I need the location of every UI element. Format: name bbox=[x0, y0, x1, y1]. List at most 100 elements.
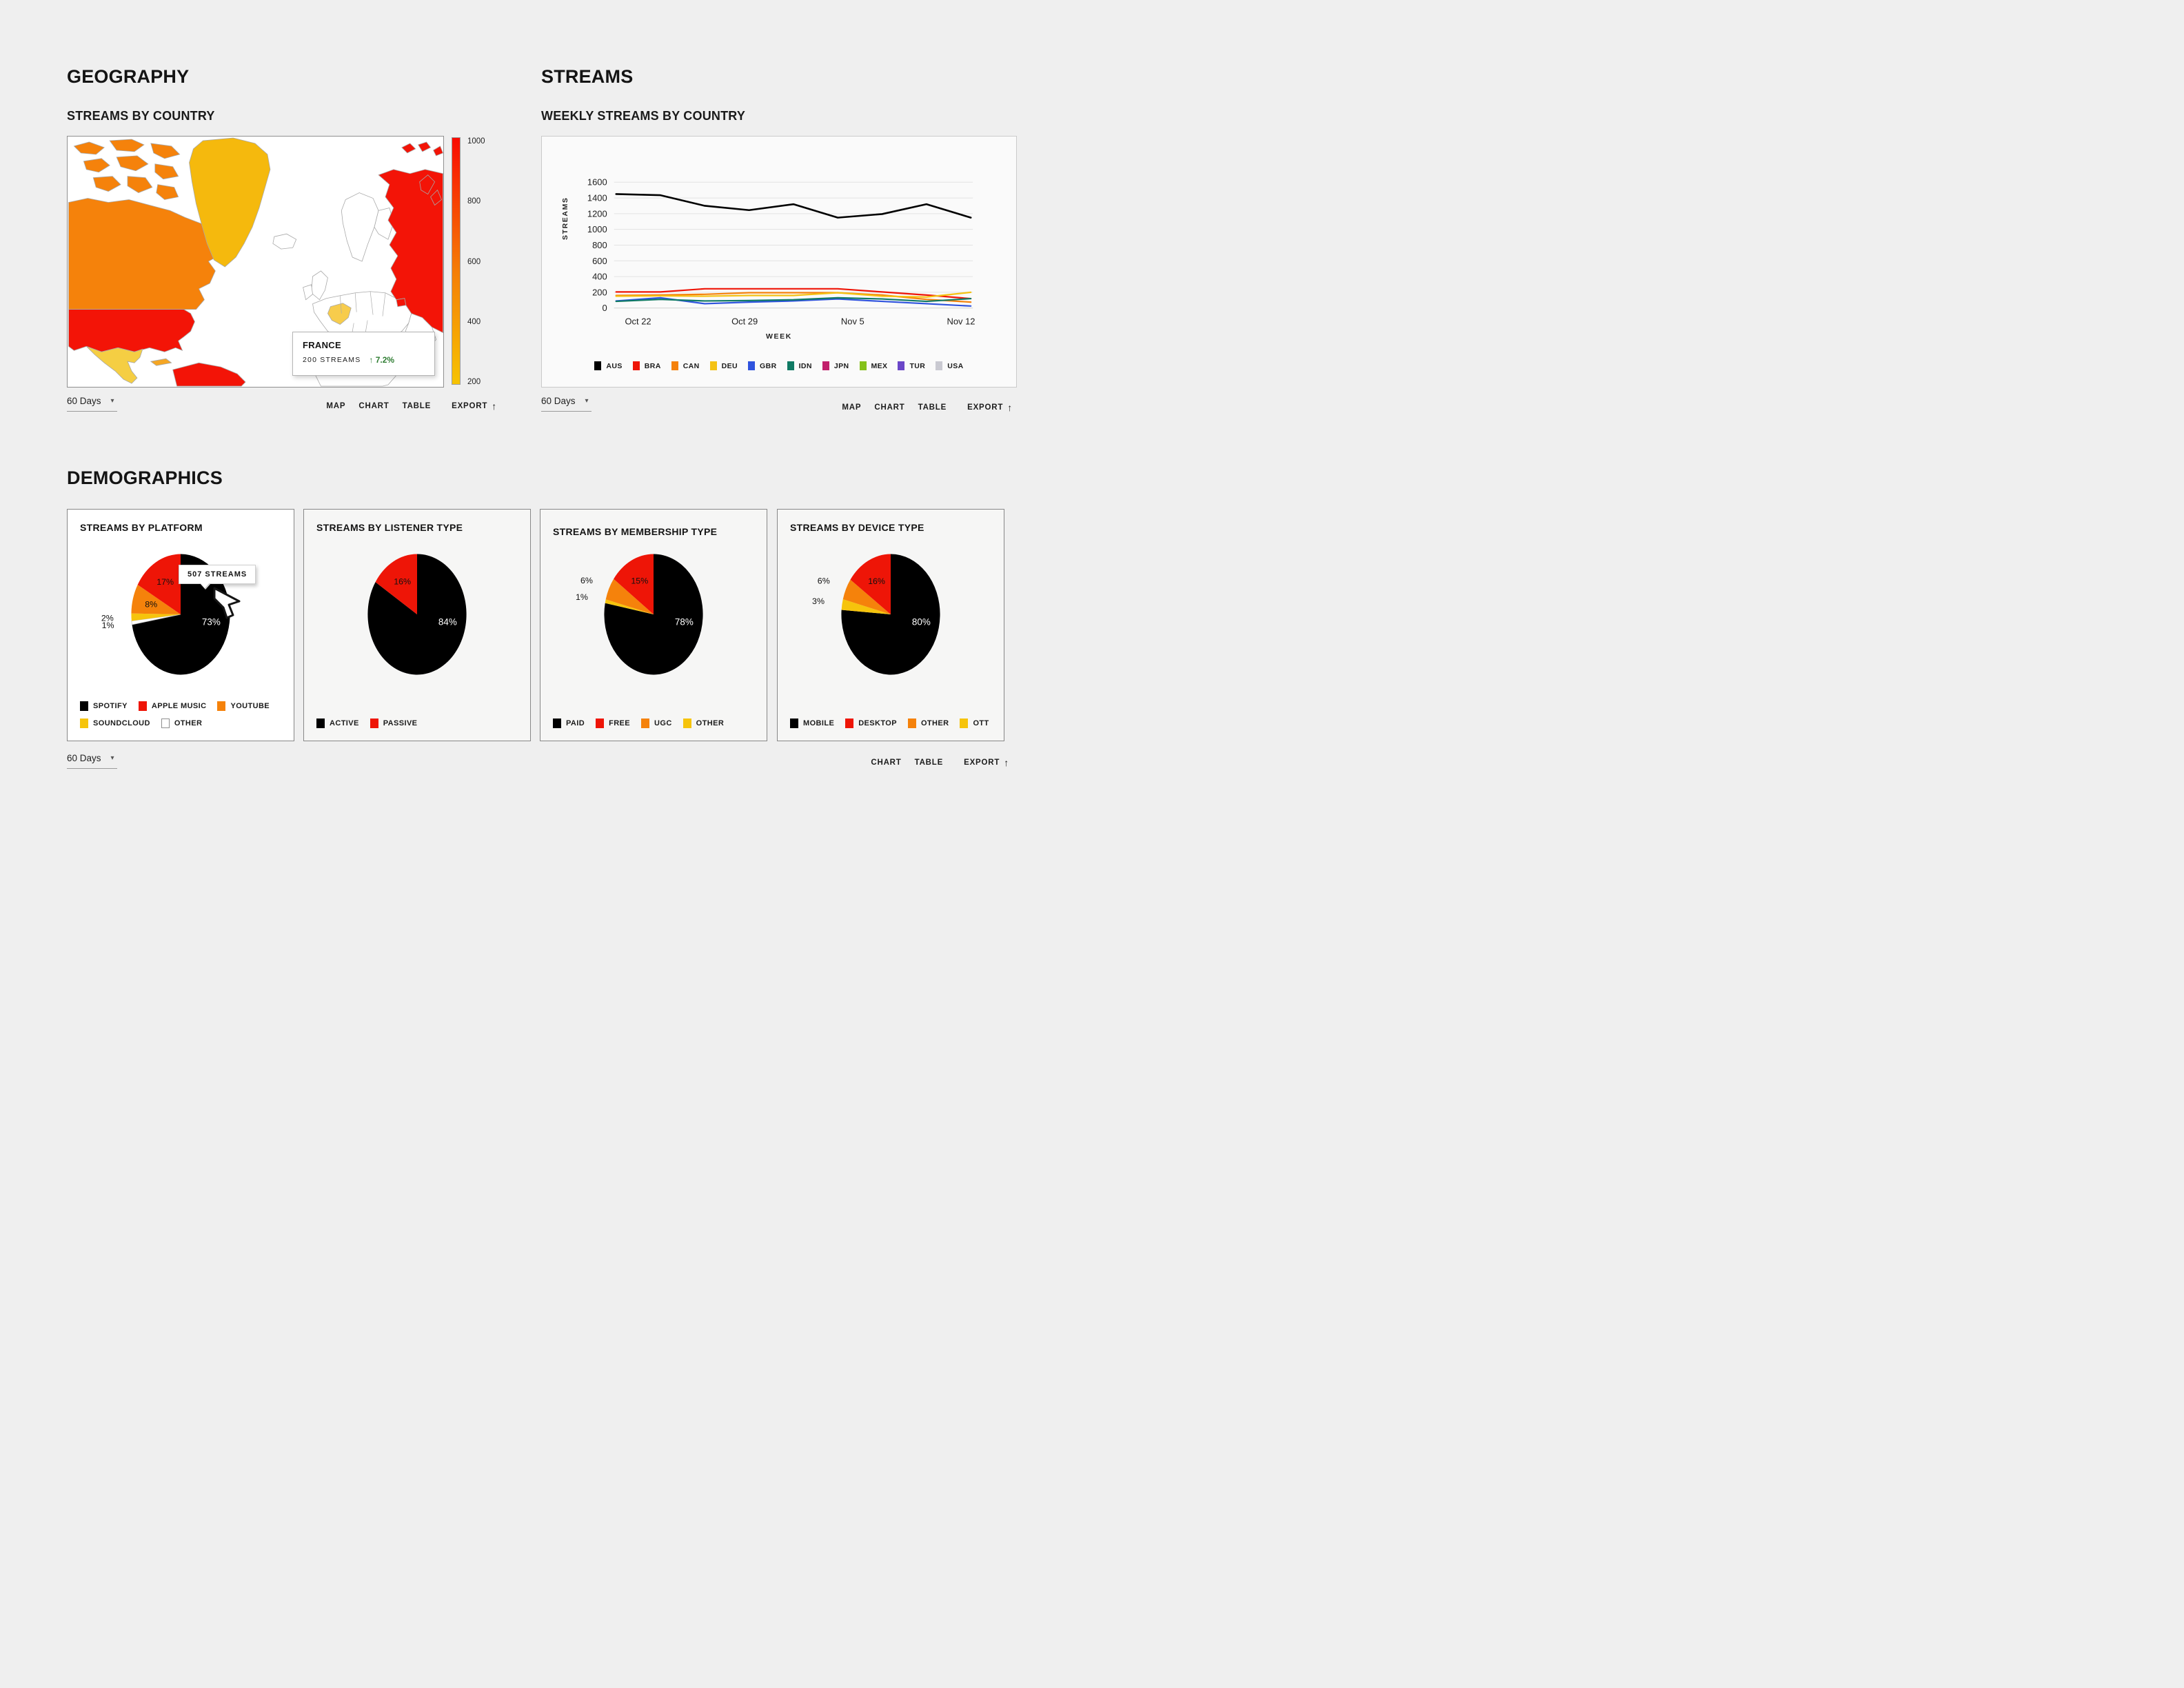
geography-table-button[interactable]: TABLE bbox=[401, 401, 433, 412]
legend-label: SPOTIFY bbox=[93, 702, 128, 710]
pie-label-other: 1% bbox=[102, 621, 114, 630]
chevron-down-icon: ▾ bbox=[585, 396, 589, 405]
legend-label: BRA bbox=[644, 361, 661, 370]
geography-export-button[interactable]: EXPORT ↑ bbox=[447, 400, 501, 412]
legend-label: YOUTUBE bbox=[230, 702, 270, 710]
pie-label-other: 1% bbox=[576, 592, 588, 602]
pie-slice-youtube[interactable] bbox=[131, 585, 181, 614]
streams-view-buttons: MAP CHART TABLE bbox=[840, 402, 949, 413]
pie-legend-item-desktop: DESKTOP bbox=[845, 719, 897, 728]
legend-label: PAID bbox=[566, 719, 585, 727]
pie-slice-other[interactable] bbox=[605, 599, 654, 614]
map-country-usa[interactable] bbox=[68, 309, 195, 352]
map-country-south-america[interactable] bbox=[172, 362, 246, 387]
map-country-svalbard[interactable] bbox=[401, 141, 444, 157]
pie-card-membership-type: STREAMS BY MEMBERSHIP TYPE 78% 1% 6% 15% PA… bbox=[540, 509, 767, 741]
streams-period-value: 60 Days bbox=[541, 396, 576, 406]
pie-label-youtube: 8% bbox=[145, 600, 157, 610]
pie-tooltip: 507 STREAMS bbox=[179, 565, 256, 590]
line-series-idn bbox=[615, 297, 972, 303]
pie-label-spotify: 73% bbox=[202, 616, 221, 627]
streams-period-dropdown[interactable]: 60 Days ▾ bbox=[541, 394, 592, 412]
demographics-table-button[interactable]: TABLE bbox=[913, 757, 945, 768]
streams-section-title: STREAMS bbox=[541, 66, 634, 87]
pie-slice-paid[interactable] bbox=[604, 554, 703, 675]
pie-legend-item-apple-music: APPLE MUSIC bbox=[138, 701, 207, 711]
pie-slice-ott[interactable] bbox=[841, 599, 891, 614]
legend-label: MEX bbox=[871, 361, 888, 370]
pie-slice-soundcloud[interactable] bbox=[131, 613, 181, 621]
legend-label: MOBILE bbox=[803, 719, 835, 727]
pie-slice-apple-music[interactable] bbox=[137, 554, 181, 614]
legend-swatch bbox=[907, 719, 916, 728]
tooltip-country-name: FRANCE bbox=[303, 340, 341, 350]
scale-tick-800: 800 bbox=[467, 197, 481, 205]
legend-swatch bbox=[671, 361, 678, 370]
pie-legend-item-youtube: YOUTUBE bbox=[217, 701, 270, 711]
line-series-aus bbox=[615, 193, 972, 219]
map-country-novaya-zemlya[interactable] bbox=[419, 174, 443, 206]
export-arrow-icon: ↑ bbox=[1004, 757, 1009, 768]
y-tick-400: 400 bbox=[592, 272, 607, 282]
y-tick-1400: 1400 bbox=[587, 193, 607, 203]
demographics-view-controls: CHART TABLE EXPORT ↑ bbox=[869, 756, 1013, 769]
weekly-streams-subtitle: WEEKLY STREAMS BY COUNTRY bbox=[541, 109, 746, 123]
map-country-uk bbox=[311, 270, 328, 301]
legend-swatch bbox=[709, 361, 717, 370]
pie-slice-passive[interactable] bbox=[375, 554, 417, 614]
pie-svg-2[interactable]: 78% 1% 6% 15% bbox=[540, 510, 767, 716]
line-legend-item-tur: TUR bbox=[898, 361, 925, 370]
scale-tick-400: 400 bbox=[467, 318, 481, 326]
pie-slice-mobile[interactable] bbox=[841, 554, 940, 675]
streams-chart-button[interactable]: CHART bbox=[872, 402, 907, 413]
weekly-line-chart-svg[interactable]: 0 200 400 600 800 1000 1200 1400 1600 Oct 22 Oct 2… bbox=[542, 137, 1016, 350]
pie-slice-active[interactable] bbox=[367, 554, 467, 675]
pie-slice-ugc[interactable] bbox=[605, 579, 654, 614]
pie-svg-3[interactable]: 80% 3% 6% 16% bbox=[778, 510, 1004, 716]
legend-label: DEU bbox=[721, 361, 738, 370]
geography-period-dropdown[interactable]: 60 Days ▾ bbox=[67, 394, 117, 412]
pie-label-free: 15% bbox=[631, 576, 648, 586]
map-tooltip-france: FRANCE 200 STREAMS ↑ 7.2% bbox=[292, 332, 435, 376]
demographics-period-dropdown[interactable]: 60 Days ▾ bbox=[67, 752, 117, 769]
scale-tick-600: 600 bbox=[467, 258, 481, 266]
pie-legend-item-ugc: UGC bbox=[641, 719, 672, 728]
pie-slice-free[interactable] bbox=[614, 554, 654, 614]
map-country-belarus[interactable] bbox=[396, 298, 407, 308]
map-country-cuba[interactable] bbox=[150, 358, 172, 366]
demographics-export-button[interactable]: EXPORT ↑ bbox=[960, 756, 1013, 769]
legend-label: GBR bbox=[760, 361, 777, 370]
map-country-greenland[interactable] bbox=[189, 137, 271, 268]
legend-swatch bbox=[960, 719, 969, 728]
pie-slice-other[interactable] bbox=[842, 579, 891, 614]
map-country-canada[interactable] bbox=[73, 139, 181, 200]
legend-swatch bbox=[787, 361, 794, 370]
demographics-chart-button[interactable]: CHART bbox=[869, 757, 903, 768]
legend-swatch bbox=[936, 361, 943, 370]
legend-label: FREE bbox=[609, 719, 631, 727]
streams-map-button[interactable]: MAP bbox=[840, 402, 863, 413]
map-country-mexico[interactable] bbox=[86, 345, 143, 384]
pie-svg-1[interactable]: 84% 16% bbox=[304, 510, 530, 716]
line-legend-item-jpn: JPN bbox=[822, 361, 849, 370]
geography-chart-button[interactable]: CHART bbox=[356, 401, 391, 412]
up-arrow-icon: ↑ bbox=[369, 355, 374, 365]
pie-svg-0[interactable]: 73% 1%2% 8% 17% bbox=[68, 510, 294, 716]
legend-swatch bbox=[370, 719, 378, 728]
map-country-france[interactable] bbox=[327, 303, 352, 325]
x-tick-Nov-12: Nov 12 bbox=[947, 316, 975, 327]
pie-card-title: STREAMS BY PLATFORM bbox=[80, 522, 203, 533]
legend-label: ACTIVE bbox=[330, 719, 359, 727]
streams-export-button[interactable]: EXPORT ↑ bbox=[963, 401, 1017, 414]
pie-slice-desktop[interactable] bbox=[850, 554, 891, 614]
export-arrow-icon: ↑ bbox=[1007, 402, 1013, 413]
pie-legend-item-other: OTHER bbox=[907, 719, 949, 728]
y-tick-600: 600 bbox=[592, 256, 607, 266]
pie-slice-other[interactable] bbox=[131, 614, 181, 625]
geography-map-button[interactable]: MAP bbox=[324, 401, 347, 412]
streams-table-button[interactable]: TABLE bbox=[916, 402, 949, 413]
geography-section-title: GEOGRAPHY bbox=[67, 66, 190, 87]
legend-swatch bbox=[80, 719, 88, 728]
line-legend-item-deu: DEU bbox=[709, 361, 738, 370]
legend-label: APPLE MUSIC bbox=[151, 702, 207, 710]
